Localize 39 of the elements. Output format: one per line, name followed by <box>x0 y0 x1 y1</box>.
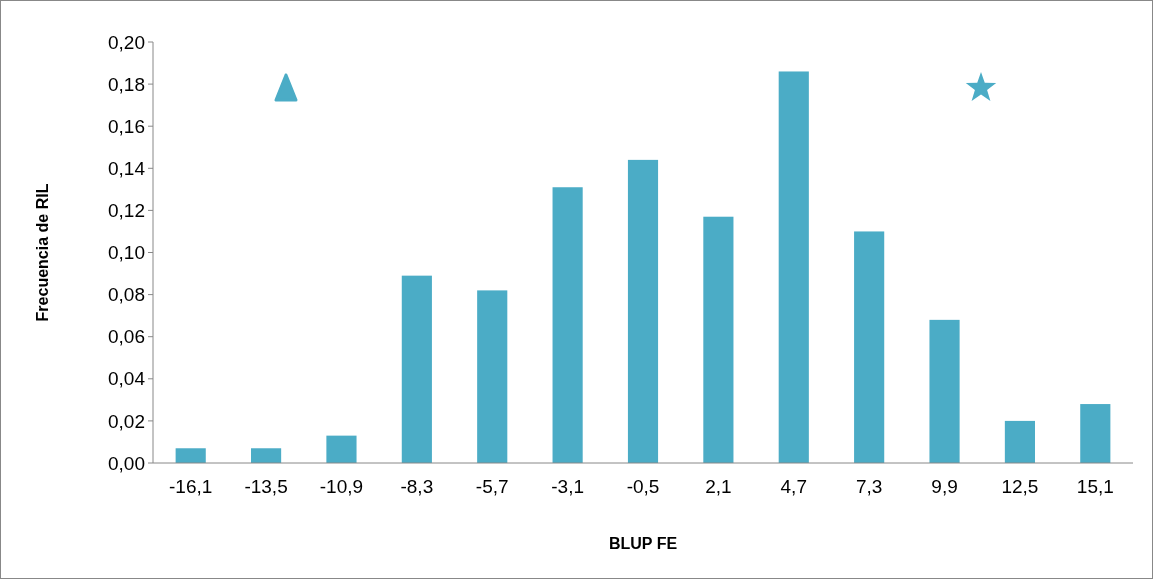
y-tick-label: 0,00 <box>108 452 145 474</box>
bar <box>778 71 809 463</box>
bar <box>552 187 583 463</box>
x-tick-label: -5,7 <box>475 476 509 497</box>
bar <box>251 448 282 463</box>
bar <box>1004 420 1035 463</box>
x-tick-label: 12,5 <box>1001 476 1039 497</box>
x-tick-label: 15,1 <box>1076 476 1114 497</box>
x-tick-label: -0,5 <box>626 476 660 497</box>
x-tick-label: -3,1 <box>551 476 584 497</box>
bar <box>1080 404 1111 463</box>
x-tick-label: -8,3 <box>400 476 434 497</box>
bar <box>854 231 885 463</box>
y-tick-label: 0,20 <box>108 31 145 53</box>
x-tick-label: -13,5 <box>244 476 288 497</box>
x-tick-label: -16,1 <box>169 476 213 497</box>
y-tick-label: 0,18 <box>108 73 145 95</box>
y-axis-title: Frecuencia de RIL <box>34 183 51 322</box>
y-tick-label: 0,14 <box>108 157 146 179</box>
bar <box>326 435 357 463</box>
bar <box>703 216 734 463</box>
x-tick-label: 2,1 <box>705 476 732 497</box>
bar <box>627 159 659 463</box>
y-tick-label: 0,10 <box>108 242 145 264</box>
y-tick-label: 0,12 <box>108 200 145 222</box>
bar <box>477 290 508 463</box>
y-tick-label: 0,16 <box>108 115 145 137</box>
y-tick-label: 0,04 <box>108 368 146 390</box>
x-tick-label: 4,7 <box>780 476 807 497</box>
bar <box>401 275 432 463</box>
bar <box>175 448 206 463</box>
y-tick-label: 0,02 <box>108 410 145 432</box>
y-tick-label: 0,08 <box>108 284 145 306</box>
x-axis-title: BLUP FE <box>608 535 678 552</box>
bar <box>929 319 960 463</box>
y-tick-label: 0,06 <box>108 326 145 348</box>
x-tick-label: 9,9 <box>931 476 958 497</box>
x-tick-label: 7,3 <box>855 476 883 497</box>
x-tick-label: -10,9 <box>319 476 364 497</box>
